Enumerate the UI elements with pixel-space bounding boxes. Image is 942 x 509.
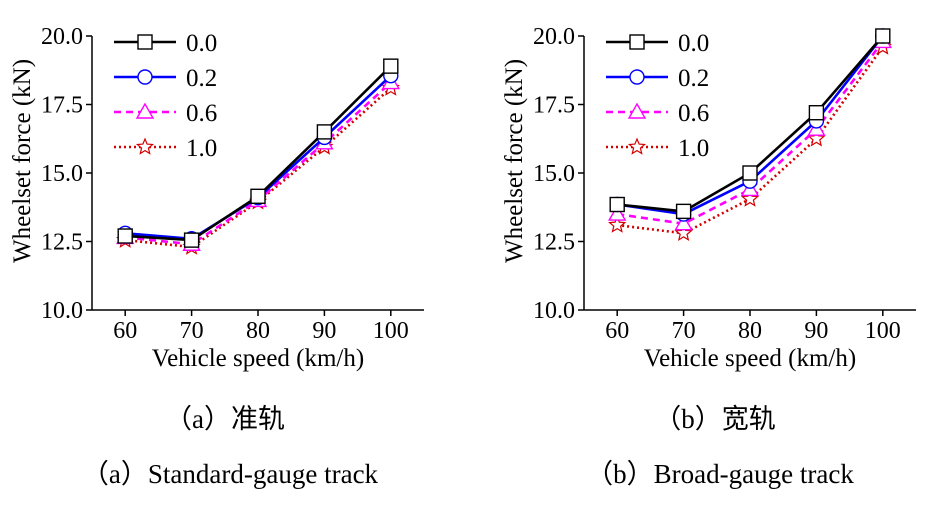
legend-label-1.0: 1.0 — [186, 135, 217, 162]
data-point-1.0 — [608, 215, 627, 233]
series-line-0.6 — [617, 40, 884, 226]
x-tick-label: 70 — [672, 318, 696, 344]
legend-marker-0.2 — [137, 69, 153, 85]
y-tick-label: 20.0 — [41, 24, 83, 50]
data-point-0.6 — [607, 204, 627, 221]
legend-label-0.2: 0.2 — [186, 65, 217, 92]
x-tick-label: 90 — [312, 318, 336, 344]
y-tick-label: 10.0 — [533, 298, 575, 324]
x-tick-label: 70 — [180, 318, 204, 344]
data-point-0.0 — [808, 105, 825, 121]
data-point-0.0 — [609, 196, 625, 213]
y-tick-label: 12.5 — [533, 230, 575, 256]
legend-label-0.6: 0.6 — [678, 100, 709, 127]
x-tick-label: 60 — [605, 318, 629, 344]
y-tick-label: 17.5 — [41, 93, 83, 119]
data-point-0.0 — [250, 188, 266, 204]
y-tick-label: 10.0 — [41, 298, 83, 324]
x-tick-label: 90 — [804, 318, 828, 344]
caption-a-chinese: （a）准轨 — [165, 404, 285, 434]
data-point-0.0 — [117, 228, 133, 244]
chart-panel-a: 10.0 12.5 15.0 17.5 20.0 60 70 80 90 100 Vehicle s… — [9, 24, 424, 372]
x-tick-label: 100 — [373, 318, 409, 344]
series-line-1.0 — [617, 46, 884, 235]
chart-panel-b: 10.0 12.5 15.0 17.5 20.0 60 70 80 90 100 Vehicle s… — [501, 24, 916, 372]
legend-label-0.2: 0.2 — [678, 65, 709, 92]
legend-marker-0.6 — [627, 102, 647, 119]
legend-marker-0.0 — [629, 34, 645, 50]
data-point-0.0 — [316, 124, 333, 140]
legend-label-0.0: 0.0 — [186, 30, 217, 57]
caption-b-chinese: （b）宽轨 — [654, 404, 776, 434]
legend-marker-1.0 — [627, 137, 647, 155]
figure-canvas: 10.0 12.5 15.0 17.5 20.0 60 70 80 90 100 Vehicle s… — [9, 24, 916, 372]
data-point-0.0 — [675, 203, 692, 220]
data-point-0.0 — [742, 165, 758, 181]
x-axis-label: Vehicle speed (km/h) — [644, 345, 856, 372]
legend-label-1.0: 1.0 — [678, 135, 709, 162]
x-tick-label: 60 — [113, 318, 137, 344]
legend-label-0.0: 0.0 — [678, 30, 709, 57]
series-line-0.2 — [125, 74, 392, 241]
data-point-0.0 — [183, 232, 200, 248]
y-tick-label: 15.0 — [533, 161, 575, 187]
legend-marker-0.2 — [629, 69, 645, 85]
x-tick-label: 100 — [865, 318, 901, 344]
y-tick-label: 20.0 — [533, 24, 575, 50]
legend-label-0.6: 0.6 — [186, 100, 217, 127]
data-point-0.0 — [875, 28, 891, 44]
legend-marker-1.0 — [135, 137, 155, 155]
series-line-0.0 — [125, 65, 392, 242]
y-axis-label: Wheelset force (kN) — [501, 59, 528, 263]
data-point-0.0 — [383, 58, 399, 74]
caption-a-english: （a）Standard-gauge track — [81, 459, 379, 489]
x-tick-label: 80 — [738, 318, 762, 344]
y-axis-label: Wheelset force (kN) — [9, 59, 36, 263]
data-point-1.0 — [674, 223, 693, 242]
x-tick-label: 80 — [246, 318, 270, 344]
legend-marker-0.0 — [137, 34, 153, 50]
x-axis-label: Vehicle speed (km/h) — [152, 345, 364, 372]
y-tick-label: 17.5 — [533, 93, 575, 119]
data-point-1.0 — [740, 189, 760, 207]
y-tick-label: 15.0 — [41, 161, 83, 187]
data-point-0.6 — [674, 214, 693, 231]
caption-b-english: （b）Broad-gauge track — [586, 459, 854, 489]
legend-marker-0.6 — [135, 102, 155, 119]
y-tick-label: 12.5 — [41, 230, 83, 256]
